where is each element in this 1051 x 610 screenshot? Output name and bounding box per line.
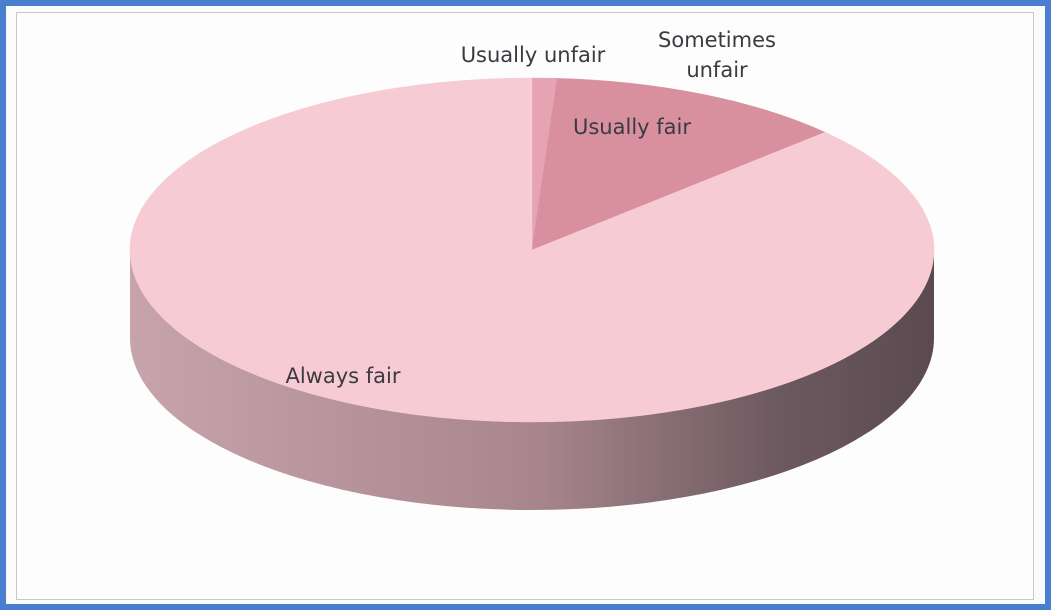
slice-label: Usually fair bbox=[573, 115, 691, 139]
slice bbox=[129, 77, 935, 423]
slice-side bbox=[130, 250, 934, 510]
slice-label: Usually unfair bbox=[460, 43, 606, 67]
slice-label: Sometimes unfair bbox=[658, 28, 776, 82]
slice bbox=[531, 78, 826, 251]
slice-label: Always fair bbox=[285, 364, 401, 388]
